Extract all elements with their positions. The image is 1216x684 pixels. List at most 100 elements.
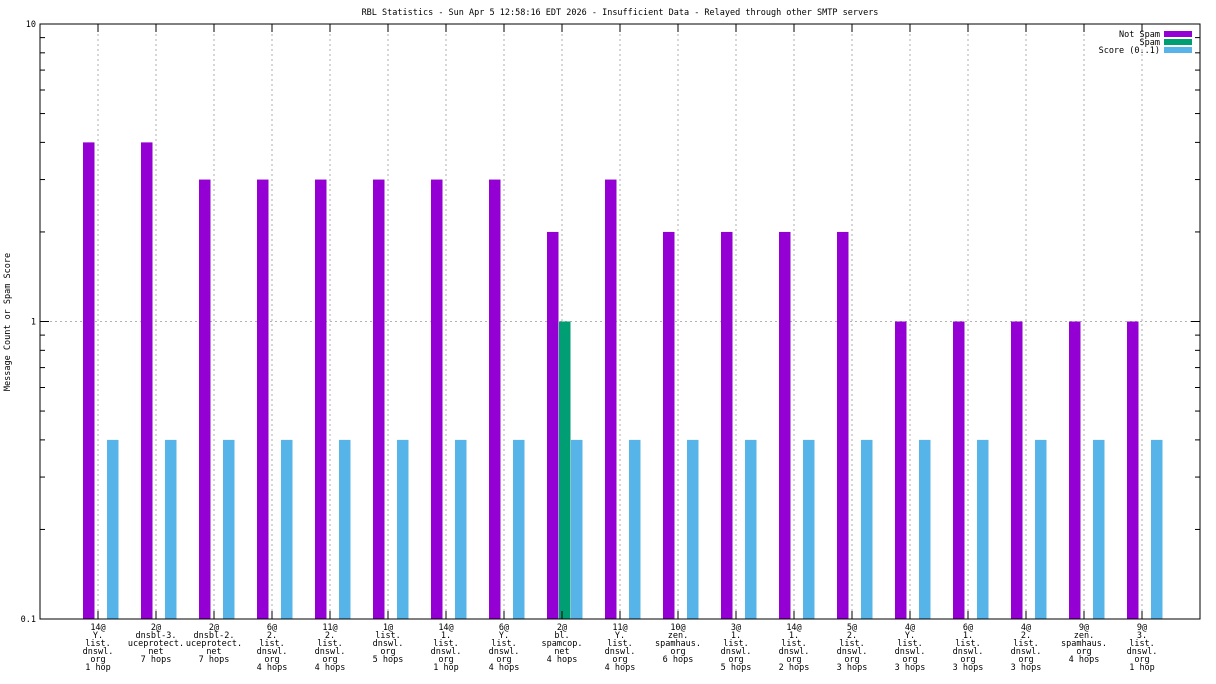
x-tick-label: org <box>438 655 453 665</box>
x-tick-label: 1@ <box>383 623 393 633</box>
x-tick-label: dnswl. <box>721 647 752 657</box>
bar-score-0-1 <box>339 439 351 619</box>
bar-score-0-1 <box>803 439 815 619</box>
x-tick-label: dnswl. <box>953 647 984 657</box>
x-tick-label: list. <box>433 639 459 649</box>
x-tick-label: 6@ <box>499 623 509 633</box>
x-tick-label: 2@ <box>209 623 219 633</box>
x-tick-label: bl. <box>554 631 569 641</box>
x-tick-label: 5 hops <box>721 663 752 673</box>
legend-swatch <box>1164 31 1192 37</box>
x-tick-label: 14@ <box>90 623 105 633</box>
x-tick-label: org <box>902 655 917 665</box>
x-tick-label: 2 hops <box>779 663 810 673</box>
x-tick-label: list. <box>1013 639 1039 649</box>
bar-not-spam <box>837 231 849 619</box>
x-tick-label: 11@ <box>612 623 627 633</box>
x-tick-label: dnswl. <box>779 647 810 657</box>
x-tick-label: 3 hops <box>1011 663 1042 673</box>
bar-not-spam <box>141 142 153 619</box>
bar-not-spam <box>373 179 385 619</box>
y-tick-labels: 0.1 1 10 <box>21 20 36 625</box>
bar-score-0-1 <box>977 439 989 619</box>
x-tick-label: 1. <box>963 631 973 641</box>
bar-not-spam <box>605 179 617 619</box>
x-tick-label: 1 hop <box>1129 663 1155 673</box>
x-tick-label: net <box>206 647 221 657</box>
x-tick-label: list. <box>839 639 865 649</box>
bar-score-0-1 <box>281 439 293 619</box>
x-tick-label: 14@ <box>786 623 801 633</box>
x-tick-label: 3 hops <box>895 663 926 673</box>
legend-label: Score (0..1) <box>1099 46 1160 56</box>
x-tick-label: org <box>496 655 511 665</box>
x-tick-label: org <box>322 655 337 665</box>
x-tick-label: org <box>1134 655 1149 665</box>
y-tick-label: 10 <box>26 20 36 30</box>
x-tick-label: 3 hops <box>837 663 868 673</box>
x-tick-label: 10@ <box>670 623 685 633</box>
bar-not-spam <box>1011 321 1023 619</box>
x-tick-label: list. <box>259 639 285 649</box>
x-tick-label: net <box>148 647 163 657</box>
x-tick-label: 1. <box>441 631 451 641</box>
x-tick-label: dnswl. <box>837 647 868 657</box>
x-tick-label: dnswl. <box>1011 647 1042 657</box>
x-tick-label: dnswl. <box>605 647 636 657</box>
bar-score-0-1 <box>571 439 583 619</box>
bar-not-spam <box>1069 321 1081 619</box>
x-tick-label: 6@ <box>963 623 973 633</box>
bar-not-spam <box>547 231 559 619</box>
bar-score-0-1 <box>1035 439 1047 619</box>
x-tick-label: Y. <box>905 631 915 641</box>
x-tick-label: dnswl. <box>257 647 288 657</box>
x-tick-label: 6@ <box>267 623 277 633</box>
x-tick-label: list. <box>85 639 111 649</box>
bar-not-spam <box>721 231 733 619</box>
y-tick-label: 1 <box>31 318 36 328</box>
x-tick-label: 5@ <box>847 623 857 633</box>
x-tick-label: 2. <box>1021 631 1031 641</box>
x-tick-label: 9@ <box>1137 623 1147 633</box>
x-tick-label: list. <box>375 631 401 641</box>
x-tick-label: org <box>844 655 859 665</box>
legend-swatch <box>1164 47 1192 53</box>
bar-score-0-1 <box>687 439 699 619</box>
y-axis-label: Message Count or Spam Score <box>3 253 13 391</box>
bar-score-0-1 <box>629 439 641 619</box>
x-tick-label: 4 hops <box>547 655 578 665</box>
x-tick-label: Y. <box>93 631 103 641</box>
x-tick-label: spamhaus. <box>655 639 701 649</box>
x-tick-label: org <box>1076 647 1091 657</box>
x-tick-label: 2. <box>847 631 857 641</box>
x-tick-label: 4@ <box>1021 623 1031 633</box>
x-tick-label: org <box>380 647 395 657</box>
bar-spam <box>559 321 571 619</box>
x-tick-label: 4 hops <box>315 663 346 673</box>
bar-not-spam <box>199 179 211 619</box>
x-tick-label: 14@ <box>438 623 453 633</box>
grid-lines <box>40 24 1200 619</box>
x-tick-label: 4@ <box>905 623 915 633</box>
x-tick-label: org <box>90 655 105 665</box>
legend-swatch <box>1164 39 1192 45</box>
x-tick-label: zen. <box>1074 631 1094 641</box>
x-tick-label: net <box>554 647 569 657</box>
x-tick-label: 2. <box>325 631 335 641</box>
x-tick-label: dnsbl-2. <box>194 631 235 641</box>
chart-title: RBL Statistics - Sun Apr 5 12:58:16 EDT … <box>362 8 879 18</box>
x-tick-label: list. <box>1129 639 1155 649</box>
bar-not-spam <box>663 231 675 619</box>
bar-score-0-1 <box>455 439 467 619</box>
x-tick-label: 6 hops <box>663 655 694 665</box>
x-tick-label: uceprotect. <box>186 639 242 649</box>
x-tick-label: org <box>612 655 627 665</box>
x-tick-label: 1 hop <box>85 663 111 673</box>
x-tick-label: spamcop. <box>542 639 583 649</box>
x-tick-label: list. <box>491 639 517 649</box>
x-tick-label: list. <box>607 639 633 649</box>
x-tick-label: 5 hops <box>373 655 404 665</box>
x-tick-label: spamhaus. <box>1061 639 1107 649</box>
